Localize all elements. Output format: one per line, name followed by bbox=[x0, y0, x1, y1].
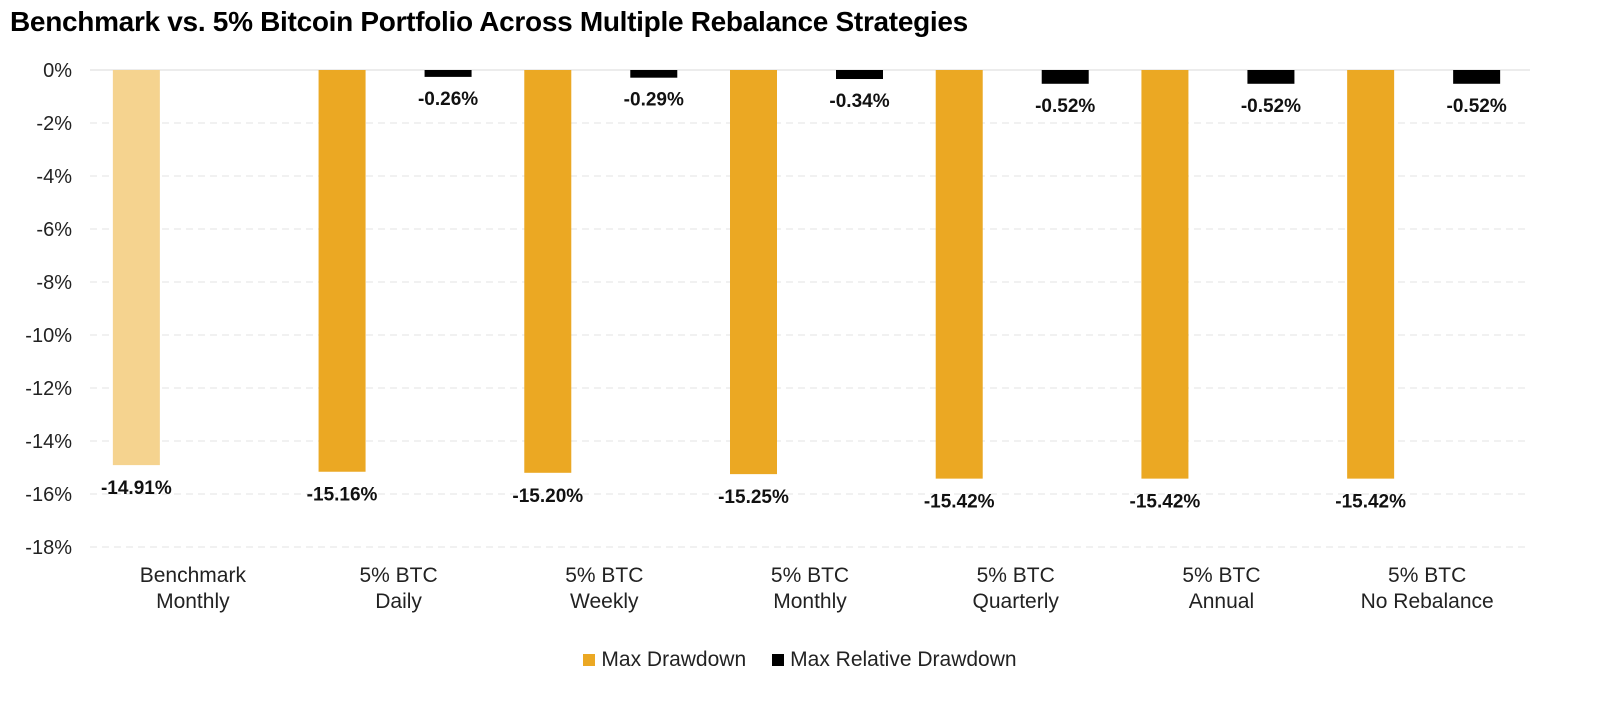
data-label-max-drawdown: -15.42% bbox=[924, 492, 995, 513]
data-label-max-relative-drawdown: -0.52% bbox=[1241, 96, 1301, 117]
bar-max-drawdown bbox=[112, 70, 160, 466]
bar-max-drawdown bbox=[524, 70, 572, 473]
data-label-max-drawdown: -15.16% bbox=[307, 485, 378, 506]
y-tick-label: -2% bbox=[36, 113, 72, 135]
bar-max-relative-drawdown bbox=[836, 70, 883, 80]
category-label: Quarterly bbox=[973, 590, 1060, 613]
bar-max-relative-drawdown bbox=[1041, 70, 1089, 84]
category-label: 5% BTC bbox=[359, 564, 437, 587]
bar-max-relative-drawdown bbox=[630, 70, 678, 78]
chart-title: Benchmark vs. 5% Bitcoin Portfolio Acros… bbox=[10, 6, 968, 37]
category-label: No Rebalance bbox=[1361, 590, 1494, 613]
y-tick-label: -10% bbox=[25, 325, 72, 347]
bar-max-drawdown bbox=[1141, 70, 1189, 479]
legend-swatch-max-drawdown bbox=[583, 654, 596, 666]
legend-label-max-drawdown: Max Drawdown bbox=[601, 648, 747, 671]
y-tick-label: -8% bbox=[36, 272, 72, 294]
category-label: 5% BTC bbox=[977, 564, 1055, 587]
bar-max-drawdown bbox=[935, 70, 983, 479]
data-label-max-relative-drawdown: -0.29% bbox=[624, 90, 684, 111]
category-label: 5% BTC bbox=[1182, 564, 1260, 587]
category-label: 5% BTC bbox=[1388, 564, 1466, 587]
y-tick-label: -18% bbox=[25, 537, 72, 559]
data-label-max-relative-drawdown: -0.26% bbox=[418, 89, 478, 110]
y-tick-label: -12% bbox=[25, 378, 72, 400]
data-label-max-drawdown: -15.20% bbox=[512, 486, 583, 507]
y-tick-label: -14% bbox=[25, 431, 72, 453]
data-label-max-drawdown: -15.42% bbox=[1130, 492, 1201, 513]
data-label-max-relative-drawdown: -0.52% bbox=[1035, 96, 1095, 117]
legend-label-max-relative-drawdown: Max Relative Drawdown bbox=[790, 648, 1017, 671]
bar-max-relative-drawdown bbox=[1453, 70, 1501, 84]
y-tick-label: 0% bbox=[43, 60, 72, 82]
bar-max-drawdown bbox=[1347, 70, 1395, 479]
data-label-max-drawdown: -15.25% bbox=[718, 487, 789, 508]
category-label: 5% BTC bbox=[565, 564, 643, 587]
category-label: Monthly bbox=[773, 590, 847, 613]
bar-chart: 0% -2% -4% -6% -8% -10% -12% -14% -16% -18% -14.91… bbox=[25, 60, 1530, 613]
legend-item-max-drawdown: Max Drawdown bbox=[583, 648, 746, 672]
category-label: Weekly bbox=[570, 590, 639, 613]
chart-legend: Max Drawdown Max Relative Drawdown bbox=[0, 648, 1600, 672]
bar-max-relative-drawdown bbox=[424, 70, 472, 77]
data-label-max-relative-drawdown: -0.34% bbox=[829, 91, 889, 112]
legend-item-max-relative-drawdown: Max Relative Drawdown bbox=[772, 648, 1017, 672]
y-tick-label: -6% bbox=[36, 219, 72, 241]
bar-max-relative-drawdown bbox=[1247, 70, 1295, 84]
data-label-max-relative-drawdown: -0.52% bbox=[1447, 96, 1507, 117]
y-tick-label: -4% bbox=[36, 166, 72, 188]
category-label: Monthly bbox=[156, 590, 230, 613]
legend-swatch-max-relative-drawdown bbox=[772, 654, 785, 666]
category-label: Daily bbox=[375, 590, 422, 613]
bar-max-drawdown bbox=[730, 70, 777, 475]
data-label-max-drawdown: -15.42% bbox=[1335, 492, 1406, 513]
bar-max-drawdown bbox=[318, 70, 366, 472]
category-label: 5% BTC bbox=[771, 564, 849, 587]
category-label: Benchmark bbox=[140, 564, 247, 587]
category-label: Annual bbox=[1189, 590, 1254, 613]
y-tick-label: -16% bbox=[25, 484, 72, 506]
data-label-max-drawdown: -14.91% bbox=[101, 478, 172, 499]
